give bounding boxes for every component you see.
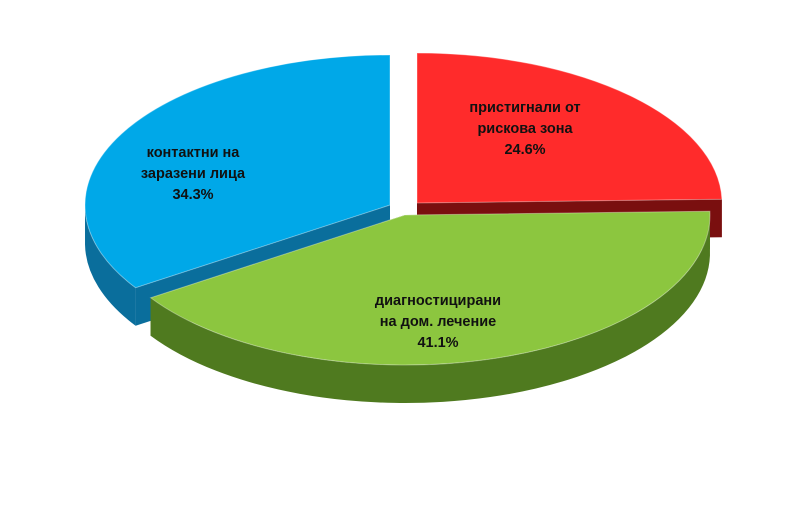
pie-tops — [84, 52, 723, 366]
pie-slice-1 — [149, 210, 711, 366]
pie-slice-label-line: на дом. лечение — [380, 314, 496, 330]
pie-slice-side-1 — [150, 217, 710, 403]
pie-labels: пристигнали от рискова зона 24.6% диагности… — [141, 100, 581, 351]
pie-slice-label-line: диагностицирани — [375, 293, 501, 309]
pie-slice-value-label: 34.3% — [172, 187, 213, 203]
pie-slice-label-line: рискова зона — [477, 121, 573, 137]
pie-slice-label-line: заразени лица — [141, 166, 246, 182]
pie-slice-label-line: контактни на — [147, 145, 241, 161]
pie-slice-value-label: 24.6% — [504, 142, 545, 158]
pie-slice-value-label: 41.1% — [417, 335, 458, 351]
pie-slice-label-line: пристигнали от — [469, 100, 580, 116]
pie-slice-side-2 — [85, 206, 136, 326]
pie-slice-label-0: пристигнали от рискова зона 24.6% — [469, 100, 580, 158]
pie-slice-0 — [416, 52, 723, 204]
pie-slice-label-2: контактни на заразени лица 34.3% — [141, 145, 246, 203]
pie-slice-2 — [84, 54, 391, 289]
pie-slice-label-1: диагностицирани на дом. лечение 41.1% — [375, 293, 501, 351]
